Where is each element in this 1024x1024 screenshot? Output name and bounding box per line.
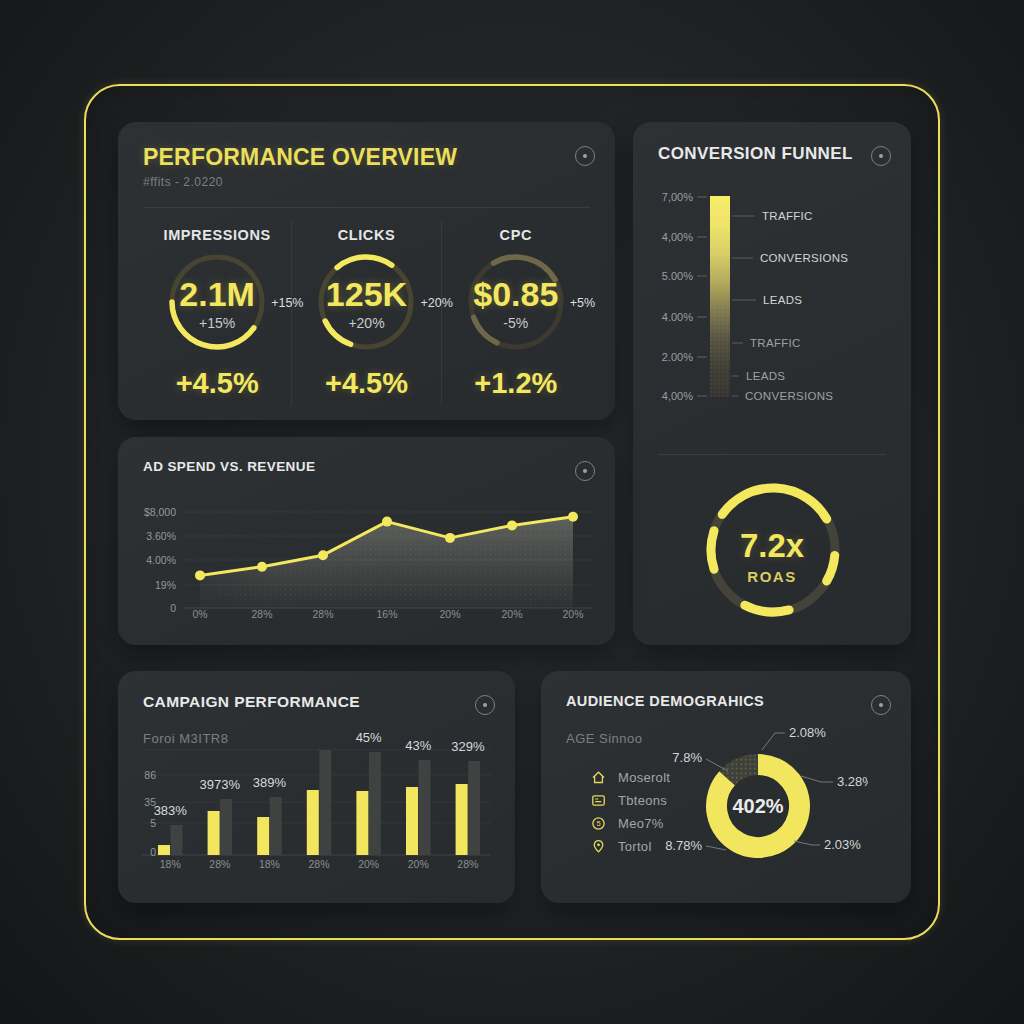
kpi-gauge: $0.85-5%+5% <box>464 250 568 354</box>
svg-text:0: 0 <box>170 602 176 614</box>
audience-demographics-title: AUDIENCE DEMOGRAHICS <box>566 693 764 709</box>
dashboard: PERFORMANCE OVERVIEW #ffits - 2.0220 IMP… <box>0 0 1024 1024</box>
funnel-chart: 7,00% 4,00% 5.00% 4.00% 2.00% 4,00% TRAFFIC CON… <box>633 122 911 462</box>
kpi-label: CLICKS <box>338 227 396 243</box>
svg-text:5: 5 <box>150 817 156 829</box>
svg-text:389%: 389% <box>253 775 287 790</box>
audience-demographics-card: AUDIENCE DEMOGRAHICS AGE Sinnoo Moserolt… <box>541 671 911 903</box>
svg-text:18%: 18% <box>160 858 181 870</box>
house-icon <box>591 770 606 785</box>
svg-text:3.60%: 3.60% <box>146 530 176 542</box>
svg-text:TRAFFIC: TRAFFIC <box>750 337 801 349</box>
svg-text:7,00%: 7,00% <box>662 191 693 203</box>
svg-text:8.78%: 8.78% <box>665 838 702 853</box>
svg-text:20%: 20% <box>358 858 379 870</box>
divider <box>143 207 590 208</box>
panel-icon <box>591 793 606 808</box>
svg-text:CONVERSIONS: CONVERSIONS <box>745 390 833 402</box>
kpi-side-delta: +5% <box>570 296 595 310</box>
kpi-impressions: IMPRESSIONS 2.1M+15%+15% +4.5% <box>143 220 291 406</box>
conversion-funnel-card: CONVERSION FUNNEL 7,00%4,00%5.00%4.00%2.… <box>633 122 911 645</box>
campaign-performance-card: CAMPAIGN PERFORMANCE Foroi M3ITR8 863550… <box>118 671 515 903</box>
kpi-gauge: 2.1M+15%+15% <box>165 250 269 354</box>
divider <box>658 454 886 455</box>
circled-number-icon: 5 <box>591 816 606 831</box>
svg-text:3973%: 3973% <box>200 777 241 792</box>
performance-overview-title: PERFORMANCE OVERVIEW <box>143 144 457 171</box>
svg-text:28%: 28% <box>251 608 272 620</box>
svg-text:TRAFFIC: TRAFFIC <box>762 210 813 222</box>
svg-text:2.00%: 2.00% <box>662 351 693 363</box>
kpi-inner-delta: +15% <box>199 315 235 331</box>
svg-text:383%: 383% <box>154 803 188 818</box>
svg-text:28%: 28% <box>209 858 230 870</box>
svg-text:43%: 43% <box>405 738 431 753</box>
svg-text:4.00%: 4.00% <box>146 554 176 566</box>
svg-text:18%: 18% <box>259 858 280 870</box>
roas-value: 7.2x <box>633 527 911 565</box>
svg-text:28%: 28% <box>457 858 478 870</box>
donut-chart: 402% 2.08% 3.28% 2.03% 8.78% 7.8% <box>658 717 868 903</box>
target-icon[interactable] <box>575 146 595 166</box>
svg-text:2.08%: 2.08% <box>789 725 826 740</box>
svg-text:20%: 20% <box>408 858 429 870</box>
location-pin-icon <box>591 839 606 854</box>
svg-text:$8,000: $8,000 <box>144 506 176 518</box>
kpi-value: $0.85 <box>473 275 558 314</box>
kpi-label: IMPRESSIONS <box>164 227 271 243</box>
svg-text:LEADS: LEADS <box>763 294 802 306</box>
svg-text:5.00%: 5.00% <box>662 270 693 282</box>
bar-chart: 863550383%18%3973%28%389%18%28%45%20%43%… <box>118 671 515 903</box>
svg-text:28%: 28% <box>309 858 330 870</box>
svg-text:4.00%: 4.00% <box>662 311 693 323</box>
svg-text:28%: 28% <box>312 608 333 620</box>
svg-text:45%: 45% <box>356 730 382 745</box>
svg-text:402%: 402% <box>732 795 783 817</box>
kpi-cpc: CPC $0.85-5%+5% +1.2% <box>441 220 590 406</box>
svg-text:5: 5 <box>596 819 600 828</box>
svg-text:20%: 20% <box>439 608 460 620</box>
svg-text:4,00%: 4,00% <box>662 390 693 402</box>
svg-text:CONVERSIONS: CONVERSIONS <box>760 252 848 264</box>
kpi-inner-delta: +20% <box>348 315 384 331</box>
legend-label: Meo7% <box>618 816 664 831</box>
kpi-trend: +4.5% <box>325 367 408 400</box>
performance-overview-card: PERFORMANCE OVERVIEW #ffits - 2.0220 IMP… <box>118 122 615 420</box>
kpi-trend: +1.2% <box>474 367 557 400</box>
svg-text:4,00%: 4,00% <box>662 231 693 243</box>
svg-text:2.03%: 2.03% <box>824 837 861 852</box>
kpi-value: 2.1M <box>179 275 255 314</box>
kpi-clicks: CLICKS 125K+20%+20% +4.5% <box>291 220 440 406</box>
kpi-label: CPC <box>500 227 532 243</box>
performance-overview-subtitle: #ffits - 2.0220 <box>143 175 223 189</box>
svg-text:20%: 20% <box>562 608 583 620</box>
svg-text:3.28%: 3.28% <box>837 774 868 789</box>
svg-text:20%: 20% <box>501 608 522 620</box>
ad-spend-revenue-card: AD SPEND VS. REVENUE $8,0003.60%4.00%19%… <box>118 437 615 645</box>
svg-text:329%: 329% <box>451 739 485 754</box>
svg-text:LEADS: LEADS <box>746 370 785 382</box>
svg-text:7.8%: 7.8% <box>672 750 702 765</box>
kpi-inner-delta: -5% <box>503 315 528 331</box>
target-icon[interactable] <box>871 695 891 715</box>
svg-text:86: 86 <box>144 769 156 781</box>
audience-demographics-subtitle: AGE Sinnoo <box>566 731 643 746</box>
line-chart: $8,000 3.60% 4.00% 19% 0 0% 28% 28% 16% 20% 20% 20% <box>118 437 615 645</box>
svg-text:19%: 19% <box>155 579 176 591</box>
svg-text:0%: 0% <box>192 608 207 620</box>
kpi-value: 125K <box>326 275 407 314</box>
kpi-gauge: 125K+20%+20% <box>314 250 418 354</box>
svg-text:16%: 16% <box>376 608 397 620</box>
svg-text:0: 0 <box>150 846 156 858</box>
legend-label: Tortol <box>618 839 652 854</box>
kpi-metrics: IMPRESSIONS 2.1M+15%+15% +4.5% CLICKS 125K+2… <box>143 220 590 406</box>
kpi-trend: +4.5% <box>176 367 259 400</box>
roas-label: ROAS <box>633 568 911 585</box>
